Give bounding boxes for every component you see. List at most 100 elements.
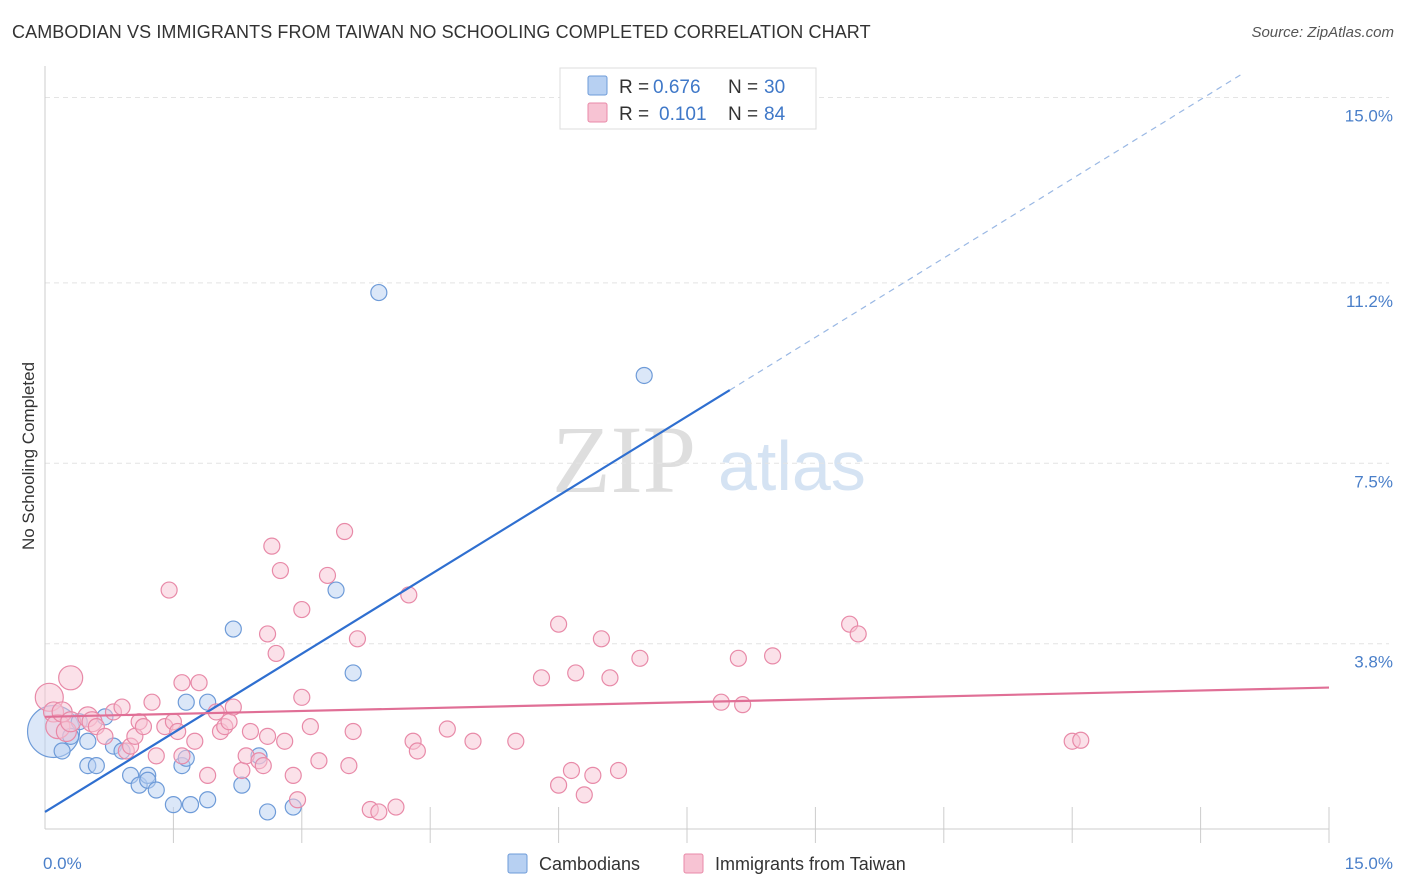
point-taiwan xyxy=(263,537,281,555)
point-taiwan xyxy=(849,625,867,643)
point-taiwan xyxy=(186,732,204,750)
point-cambodians xyxy=(344,664,362,682)
y-axis-label: No Schooling Completed xyxy=(19,362,38,550)
chart-source: Source: ZipAtlas.com xyxy=(1251,24,1394,41)
point-taiwan xyxy=(301,717,319,736)
point-taiwan xyxy=(199,766,217,784)
legend-r-label-cambodians: R = xyxy=(619,77,649,98)
legend-swatch-cambodians xyxy=(587,75,608,96)
bottom-legend-label-cambodians: Cambodians xyxy=(539,854,640,874)
legend-n-label-cambodians: N = xyxy=(728,77,758,98)
point-taiwan xyxy=(387,798,405,816)
legend-r-value-taiwan: 0.101 xyxy=(659,104,707,125)
point-cambodians xyxy=(53,742,71,760)
point-taiwan xyxy=(438,720,456,738)
point-taiwan xyxy=(258,727,277,745)
point-taiwan xyxy=(173,747,191,765)
point-taiwan xyxy=(734,696,752,714)
legend-n-value-cambodians: 30 xyxy=(764,77,785,98)
legend-r-label-taiwan: R = xyxy=(619,104,649,125)
bottom-legend-swatch-cambodians xyxy=(507,853,528,874)
legend-n-value-taiwan: 84 xyxy=(764,104,786,125)
point-taiwan xyxy=(190,674,208,692)
point-taiwan xyxy=(507,732,525,750)
trend-line-cambodians-extension xyxy=(729,72,1244,391)
point-taiwan xyxy=(293,688,311,706)
trend-line-taiwan xyxy=(44,686,1330,718)
point-taiwan xyxy=(310,752,328,770)
y-tick-label: 7.5% xyxy=(1354,472,1393,491)
x-tick-labels: 0.0% 15.0% xyxy=(43,854,1393,873)
point-taiwan xyxy=(258,625,277,643)
point-taiwan xyxy=(293,600,311,619)
y-tick-label: 3.8% xyxy=(1354,653,1393,672)
point-cambodians xyxy=(147,781,165,799)
chart-title: CAMBODIAN VS IMMIGRANTS FROM TAIWAN NO S… xyxy=(12,22,871,42)
point-cambodians xyxy=(370,283,388,302)
point-taiwan xyxy=(147,747,165,765)
point-taiwan xyxy=(113,698,131,716)
point-taiwan xyxy=(370,803,388,821)
grid-lines xyxy=(45,97,1389,645)
trend-line-cambodians xyxy=(44,389,731,813)
point-taiwan xyxy=(592,630,611,648)
point-cambodians xyxy=(224,620,242,638)
legend-r-value-cambodians: 0.676 xyxy=(653,77,701,98)
point-cambodians xyxy=(635,366,653,385)
point-taiwan xyxy=(276,732,294,750)
series-legend: Cambodians Immigrants from Taiwan xyxy=(507,853,906,874)
point-taiwan xyxy=(134,717,153,736)
point-taiwan xyxy=(318,566,337,585)
point-taiwan xyxy=(340,757,358,775)
point-taiwan xyxy=(1072,731,1090,749)
point-taiwan xyxy=(267,644,285,663)
point-cambodians xyxy=(177,693,195,711)
point-taiwan xyxy=(288,791,307,809)
point-taiwan xyxy=(631,649,649,667)
point-taiwan xyxy=(532,669,551,687)
legend-swatch-taiwan xyxy=(587,102,608,123)
point-taiwan xyxy=(763,647,782,665)
point-taiwan xyxy=(549,615,568,633)
point-taiwan xyxy=(160,581,178,599)
point-cambodians xyxy=(181,796,200,814)
point-taiwan xyxy=(464,732,482,750)
watermark-atlas: atlas xyxy=(718,427,866,505)
point-cambodians xyxy=(164,796,182,814)
point-cambodians xyxy=(258,803,277,821)
point-cambodians xyxy=(233,776,251,794)
y-tick-labels: 3.8% 7.5% 11.2% 15.0% xyxy=(1345,107,1393,672)
point-taiwan xyxy=(567,664,585,682)
point-cambodians xyxy=(87,757,105,775)
point-taiwan xyxy=(284,766,302,784)
point-taiwan xyxy=(271,561,289,580)
point-taiwan xyxy=(336,522,354,541)
point-taiwan xyxy=(220,713,238,731)
x-tick-label: 15.0% xyxy=(1345,854,1393,873)
x-tick-label: 0.0% xyxy=(43,854,82,873)
point-taiwan xyxy=(562,761,581,780)
point-cambodians xyxy=(327,581,345,599)
point-taiwan xyxy=(348,630,367,648)
point-taiwan xyxy=(609,761,628,780)
stats-legend: R = 0.676 N = 30 R = 0.101 N = 84 xyxy=(559,67,817,130)
point-taiwan xyxy=(344,722,362,741)
point-taiwan xyxy=(224,698,242,716)
point-cambodians xyxy=(199,791,217,809)
point-taiwan xyxy=(601,669,619,687)
point-taiwan xyxy=(241,722,260,741)
point-taiwan xyxy=(96,727,114,745)
bottom-legend-label-taiwan: Immigrants from Taiwan xyxy=(715,854,906,874)
point-taiwan xyxy=(58,665,84,691)
legend-n-label-taiwan: N = xyxy=(728,104,758,125)
point-taiwan xyxy=(400,586,418,604)
trend-lines xyxy=(44,72,1330,813)
y-tick-label: 15.0% xyxy=(1345,107,1393,126)
point-taiwan xyxy=(173,674,191,692)
point-taiwan xyxy=(575,786,593,804)
point-taiwan xyxy=(584,766,602,784)
point-taiwan xyxy=(254,757,272,775)
bottom-legend-swatch-taiwan xyxy=(683,853,704,874)
data-points xyxy=(26,283,1090,821)
